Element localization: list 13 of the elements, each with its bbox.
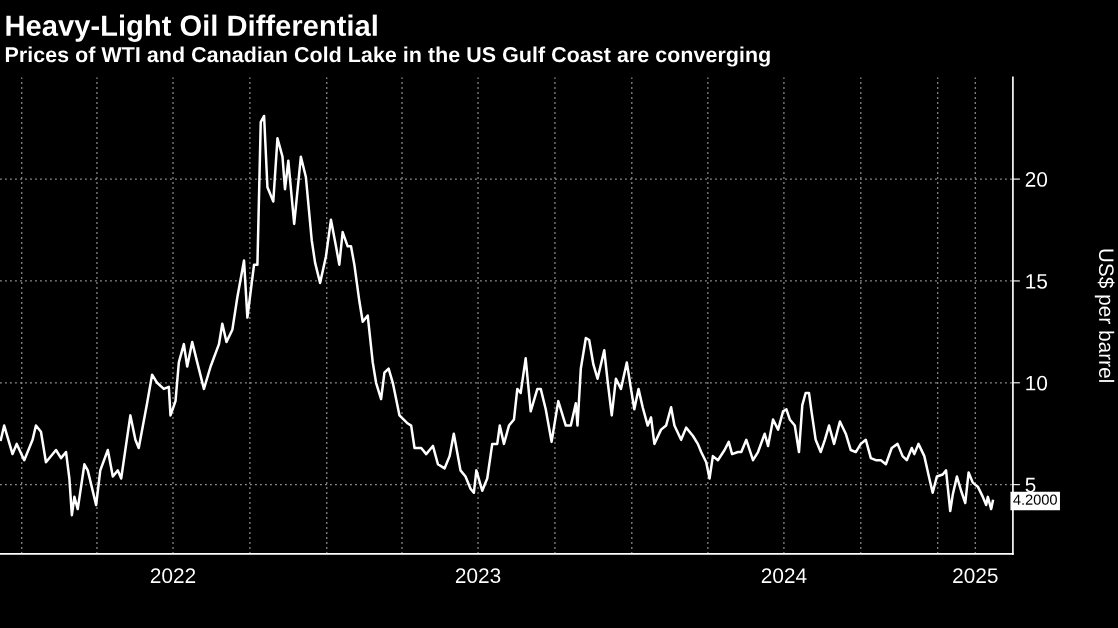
y-tick-label: 5	[1025, 477, 1036, 493]
chart-subtitle: Prices of WTI and Canadian Cold Lake in the US Gulf Coast are converging	[5, 46, 770, 67]
x-tick-label: 2022	[150, 568, 196, 584]
chart-title: Heavy-Light Oil Differential	[6, 14, 377, 42]
y-tick-label: 15	[1026, 274, 1048, 289]
y-axis-title: US$ per barrel	[1094, 249, 1115, 382]
line-series	[0, 114, 995, 517]
x-tick-label: 2023	[455, 568, 501, 584]
annotation: 4.2000	[1013, 494, 1057, 505]
x-tick-label: 2025	[953, 568, 998, 584]
y-tick-label: 20	[1025, 172, 1048, 187]
x-tick-label: 2024	[761, 568, 807, 584]
y-tick-label: 10	[1026, 375, 1048, 391]
